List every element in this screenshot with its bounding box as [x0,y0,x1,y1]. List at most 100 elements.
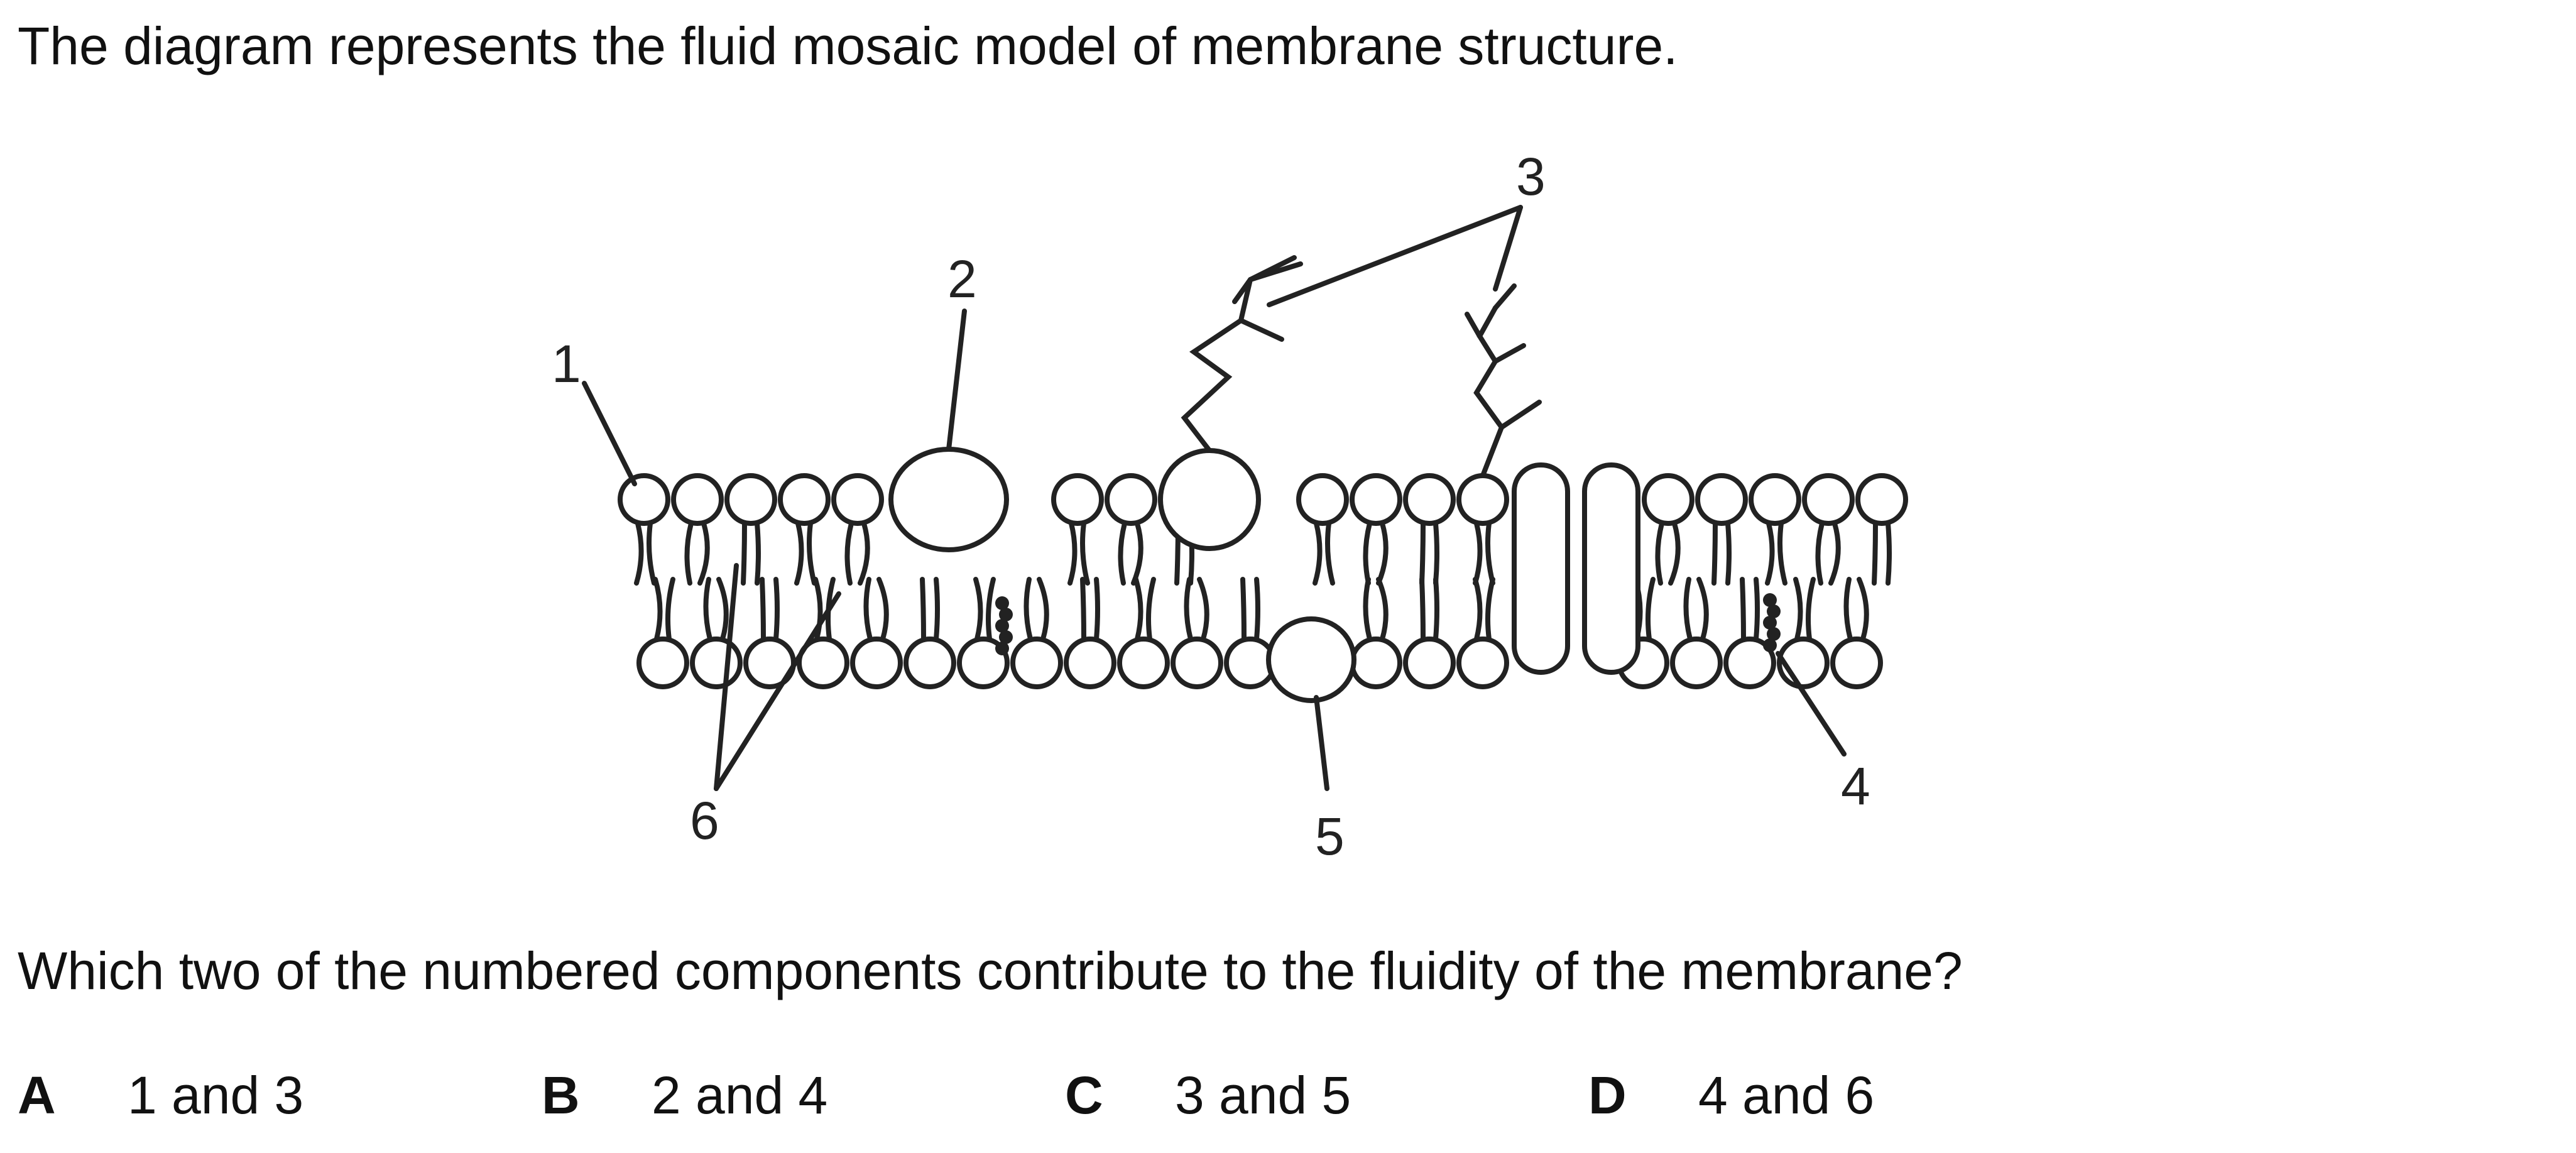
leader-line-2 [946,309,967,452]
fatty-acid-tail [1118,521,1127,586]
phospholipid-head [1749,473,1801,526]
fatty-acid-tail [934,577,940,642]
fatty-acid-tail [858,521,870,586]
fatty-acid-tail [1037,577,1049,642]
fatty-acid-tail [755,521,761,586]
peripheral-protein [888,447,1009,552]
fatty-acid-tail [813,577,823,642]
carbohydrate-chain [1473,305,1505,478]
phospholipid-head [1830,637,1883,689]
label-6: 6 [690,791,719,850]
fatty-acid-tail [1067,521,1078,586]
cholesterol-molecule [995,642,1009,655]
fatty-acid-tail [634,521,644,586]
phospholipid-head [1670,637,1723,689]
fatty-acid-tail [1645,577,1656,642]
fatty-acid-tail [716,577,729,642]
fatty-acid-tail [1376,521,1389,586]
fatty-acid-tail [1485,521,1495,586]
fatty-acid-tail [1433,577,1439,642]
fatty-acid-tail [1872,521,1878,586]
fatty-acid-tail [1828,521,1841,586]
cholesterol-molecule [1763,616,1777,630]
fatty-acid-tail [844,521,854,586]
phospholipid-head [957,637,1010,689]
option-text: 1 and 3 [128,1066,304,1125]
leader-line-4 [1776,651,1847,757]
cholesterol-molecule [999,608,1013,621]
phospholipid-head [1171,637,1223,689]
option-c[interactable]: C 3 and 5 [1065,1061,1351,1130]
cholesterol-molecule [1763,638,1777,652]
leader-line-6 [714,591,841,791]
phospholipid-bilayer [582,205,1908,791]
phospholipid-head [1117,637,1170,689]
fatty-acid-tail [863,577,873,642]
fatty-acid-tail [1765,521,1775,586]
option-letter: B [542,1066,580,1125]
fatty-acid-tail [773,577,780,642]
fatty-acid-tail [1146,577,1156,642]
fatty-acid-tail [876,577,889,642]
option-letter: D [1588,1066,1627,1125]
phospholipid-head [1456,473,1509,526]
fatty-acid-tail [1325,521,1335,586]
option-text: 2 and 4 [652,1066,828,1125]
fatty-acid-tail [1080,521,1090,586]
fatty-acid-tail [807,521,817,586]
phospholipid-head [1855,473,1908,526]
option-letter: A [18,1066,56,1125]
fatty-acid-tail [920,577,926,642]
fatty-acid-tail [760,577,766,642]
fatty-acid-tail [1857,577,1869,642]
fatty-acid-tail [1886,521,1892,586]
carbohydrate-chain [1232,277,1253,304]
fatty-acid-tail [986,577,996,642]
phospholipid-head [1695,473,1748,526]
fatty-acid-tail [1133,577,1143,642]
phospholipid-head [778,473,831,526]
carbohydrate-chain [1181,277,1253,453]
channel-protein [1512,462,1570,675]
phospholipid-head [903,637,956,689]
option-a[interactable]: A 1 and 3 [18,1061,303,1130]
fatty-acid-tail [1254,577,1260,642]
fatty-acid-tail [1683,577,1693,642]
fatty-acid-tail [1197,577,1209,642]
fatty-acid-tail [1376,577,1389,642]
cholesterol-molecule [1763,593,1777,607]
leader-line-5 [1314,695,1329,791]
carbohydrate-chain [1493,343,1526,364]
fatty-acid-tail [1080,577,1086,642]
fatty-acid-tail [653,577,663,642]
fatty-acid-tail [1793,577,1803,642]
cholesterol-molecule [1767,627,1781,641]
option-letter: C [1065,1066,1103,1125]
cholesterol-molecule [1767,604,1781,618]
fatty-acid-tail [1696,577,1709,642]
fatty-acid-tail [697,521,710,586]
leader-line-3 [1493,205,1523,292]
fatty-acid-tail [794,521,804,586]
phospholipid-head [1051,473,1104,526]
option-d[interactable]: D 4 and 6 [1588,1061,1874,1130]
fatty-acid-tail [1843,577,1853,642]
fatty-acid-tail [647,521,657,586]
fatty-acid-tail [1419,577,1426,642]
fatty-acid-tail [1363,577,1372,642]
fatty-acid-tail [741,521,747,586]
option-text: 4 and 6 [1698,1066,1875,1125]
fatty-acid-tail [703,577,712,642]
phospholipid-head [671,473,724,526]
fatty-acid-tail [1725,521,1732,586]
fatty-acid-tail [1023,577,1033,642]
phospholipid-head [1642,473,1695,526]
phospholipid-head [1802,473,1855,526]
fatty-acid-tail [1363,521,1372,586]
phospholipid-head [1010,637,1063,689]
fatty-acid-tail [1184,577,1193,642]
fatty-acid-tail [1754,577,1760,642]
option-b[interactable]: B 2 and 4 [542,1061,827,1130]
leader-line-3 [1267,205,1523,307]
fatty-acid-tail [1815,521,1825,586]
